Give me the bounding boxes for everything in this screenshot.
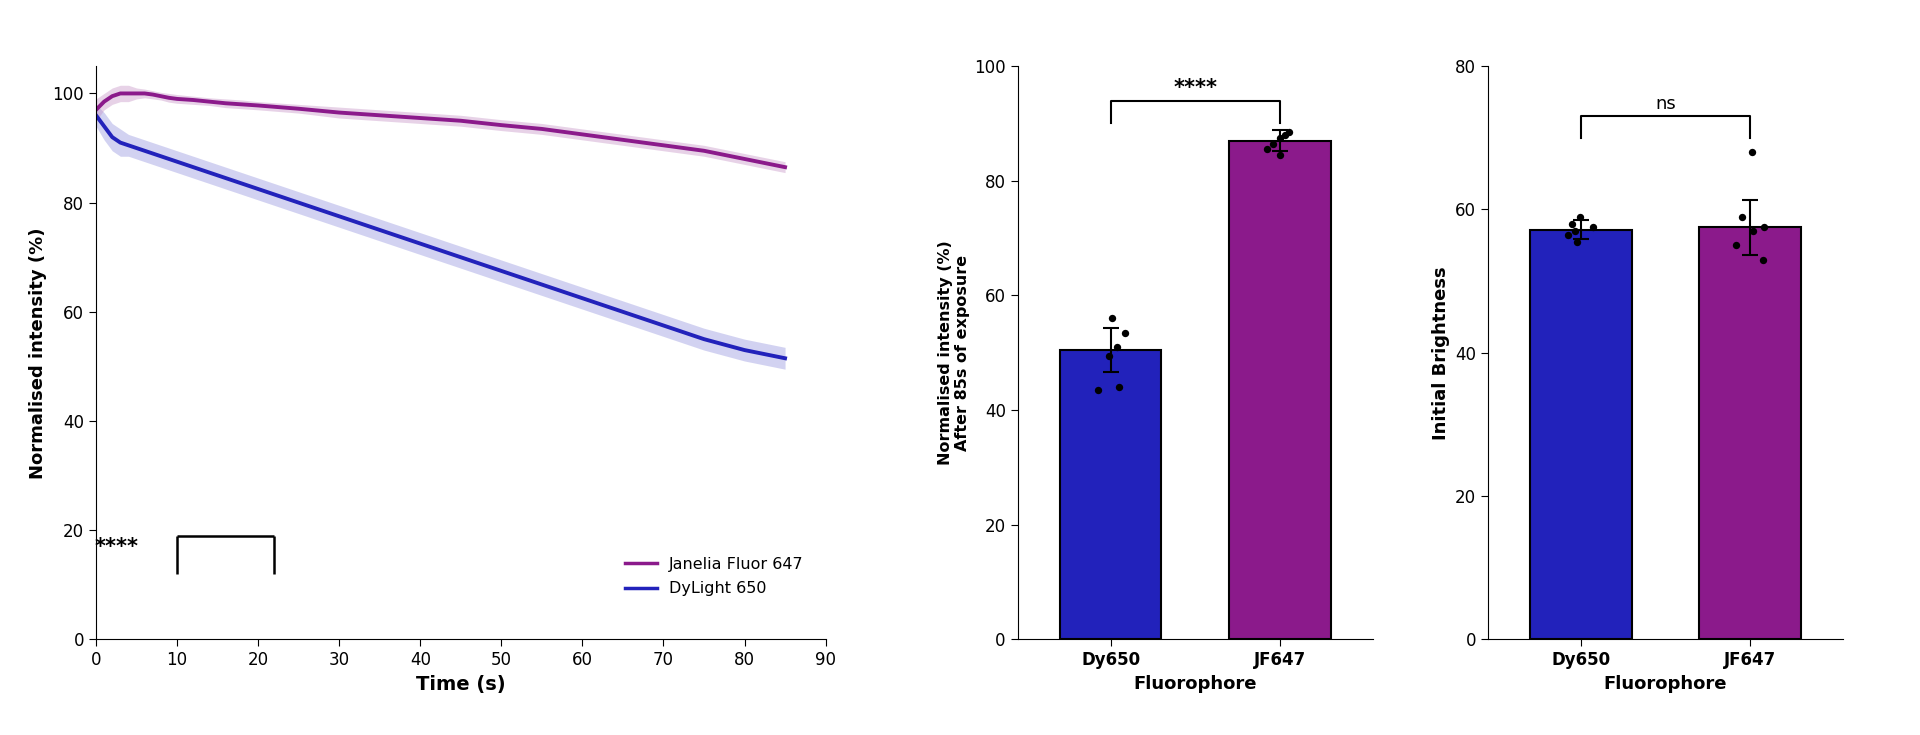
X-axis label: Fluorophore: Fluorophore xyxy=(1603,675,1728,693)
X-axis label: Fluorophore: Fluorophore xyxy=(1133,675,1258,693)
Point xyxy=(1273,126,1304,138)
Point xyxy=(1258,137,1288,149)
Point xyxy=(1110,327,1140,339)
Text: ****: **** xyxy=(1173,78,1217,98)
Bar xyxy=(1229,140,1331,639)
Point xyxy=(1096,312,1127,324)
Point xyxy=(1269,129,1300,141)
Point xyxy=(1726,211,1757,223)
Point xyxy=(1749,221,1780,233)
Text: ns: ns xyxy=(1655,95,1676,112)
Y-axis label: Normalised intensity (%)
After 85s of exposure: Normalised intensity (%) After 85s of ex… xyxy=(937,240,970,465)
Legend: Janelia Fluor 647, DyLight 650: Janelia Fluor 647, DyLight 650 xyxy=(618,551,810,603)
Point xyxy=(1553,229,1584,240)
Point xyxy=(1578,221,1609,233)
Point xyxy=(1563,236,1594,248)
Point xyxy=(1104,381,1135,393)
Point xyxy=(1252,143,1283,155)
Bar xyxy=(1530,229,1632,639)
Point xyxy=(1092,350,1123,362)
Y-axis label: Normalised intensity (%): Normalised intensity (%) xyxy=(29,227,46,478)
Point xyxy=(1265,149,1296,161)
X-axis label: Time (s): Time (s) xyxy=(417,675,505,694)
Bar xyxy=(1699,227,1801,639)
Text: ****: **** xyxy=(94,537,138,556)
Y-axis label: Initial Brightness: Initial Brightness xyxy=(1432,266,1450,440)
Point xyxy=(1083,384,1114,396)
Point xyxy=(1265,132,1296,144)
Point xyxy=(1738,225,1768,237)
Point xyxy=(1720,240,1751,251)
Point xyxy=(1747,254,1778,265)
Point xyxy=(1565,211,1596,223)
Point xyxy=(1559,225,1590,237)
Point xyxy=(1736,146,1766,158)
Point xyxy=(1557,218,1588,229)
Bar xyxy=(1060,350,1162,639)
Point xyxy=(1102,341,1133,353)
